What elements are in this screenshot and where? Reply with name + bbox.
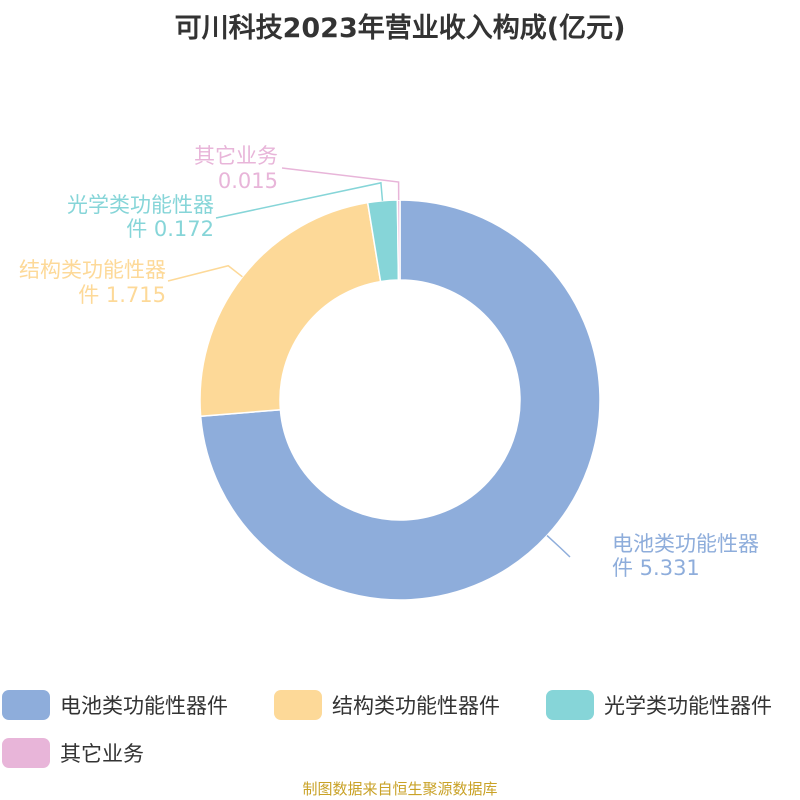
slice-battery[interactable] bbox=[199, 199, 601, 601]
legend-swatch-structural bbox=[274, 690, 322, 720]
slice-label-other-line1: 其它业务 bbox=[194, 144, 278, 168]
legend-label-other: 其它业务 bbox=[60, 742, 144, 766]
leader-line-structural bbox=[167, 264, 243, 282]
slices-group bbox=[199, 199, 601, 601]
slice-label-optical-line2: 件 0.172 bbox=[126, 217, 214, 241]
legend-item-battery[interactable]: 电池类功能性器件 bbox=[2, 688, 228, 722]
legend-item-optical[interactable]: 光学类功能性器件 bbox=[546, 688, 772, 722]
slice-label-other-line2: 0.015 bbox=[218, 169, 278, 193]
slice-label-optical-line1: 光学类功能性器 bbox=[67, 193, 214, 217]
chart-title: 可川科技2023年营业收入构成(亿元) bbox=[174, 13, 626, 44]
leader-line-other bbox=[281, 167, 400, 201]
slice-label-battery-line1: 电池类功能性器 bbox=[612, 532, 759, 556]
slice-label-structural-line2: 件 1.715 bbox=[78, 283, 166, 307]
legend-swatch-other bbox=[2, 738, 50, 768]
donut-chart: 电池类功能性器件 5.331 结构类功能性器件 1.715 光学类功能性器件 0.1… bbox=[19, 144, 759, 601]
legend-label-optical: 光学类功能性器件 bbox=[604, 694, 772, 718]
slice-label-structural-line1: 结构类功能性器 bbox=[19, 258, 166, 282]
legend-item-other[interactable]: 其它业务 bbox=[2, 736, 144, 770]
legend-swatch-battery bbox=[2, 690, 50, 720]
legend-label-battery: 电池类功能性器件 bbox=[60, 694, 228, 718]
legend-swatch-optical bbox=[546, 690, 594, 720]
slice-other[interactable] bbox=[396, 199, 401, 281]
leader-line-battery bbox=[546, 534, 571, 558]
leader-lines-group bbox=[167, 167, 571, 558]
slice-structural[interactable] bbox=[199, 201, 382, 418]
data-source-note: 制图数据来自恒生聚源数据库 bbox=[302, 780, 498, 798]
slice-labels-group: 电池类功能性器件 5.331 结构类功能性器件 1.715 光学类功能性器件 0.1… bbox=[19, 144, 759, 580]
leader-line-optical bbox=[215, 181, 384, 219]
slice-label-battery-line2: 件 5.331 bbox=[612, 556, 700, 580]
legend-label-structural: 结构类功能性器件 bbox=[332, 694, 500, 718]
legend-item-structural[interactable]: 结构类功能性器件 bbox=[274, 688, 500, 722]
